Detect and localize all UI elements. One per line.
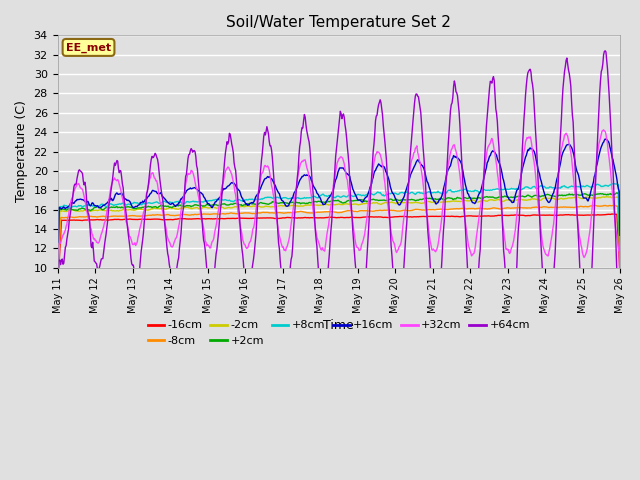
+8cm <box>609 181 616 187</box>
+16cm <box>54 283 61 289</box>
-2cm <box>330 202 338 208</box>
+64cm <box>177 231 185 237</box>
-8cm <box>385 207 392 213</box>
+32cm <box>54 281 61 287</box>
Line: +64cm: +64cm <box>58 51 620 333</box>
+2cm <box>564 192 572 198</box>
+16cm <box>616 232 624 238</box>
-2cm <box>440 199 448 205</box>
Title: Soil/Water Temperature Set 2: Soil/Water Temperature Set 2 <box>227 15 451 30</box>
+8cm <box>440 191 448 196</box>
-8cm <box>330 209 338 215</box>
+32cm <box>564 137 572 143</box>
+32cm <box>616 288 624 294</box>
+32cm <box>202 239 209 244</box>
+8cm <box>385 191 392 197</box>
+64cm <box>616 310 624 316</box>
-16cm <box>177 216 185 221</box>
+8cm <box>564 185 572 191</box>
-8cm <box>440 206 448 212</box>
-2cm <box>385 200 392 205</box>
-2cm <box>603 194 611 200</box>
X-axis label: Time: Time <box>323 319 354 332</box>
+8cm <box>616 254 624 260</box>
+16cm <box>564 142 572 147</box>
Line: +8cm: +8cm <box>58 184 620 271</box>
Line: +32cm: +32cm <box>58 130 620 291</box>
+64cm <box>202 247 209 253</box>
-8cm <box>202 211 209 217</box>
+32cm <box>600 127 607 133</box>
+32cm <box>440 192 448 198</box>
-16cm <box>54 289 61 295</box>
-8cm <box>54 288 61 294</box>
-16cm <box>202 216 209 222</box>
+64cm <box>564 67 572 72</box>
-8cm <box>611 202 618 208</box>
+64cm <box>440 218 448 224</box>
+8cm <box>330 194 338 200</box>
-16cm <box>609 211 617 217</box>
-16cm <box>564 212 572 217</box>
-16cm <box>330 215 338 220</box>
-8cm <box>564 204 572 210</box>
+8cm <box>202 198 209 204</box>
+2cm <box>385 197 392 203</box>
+16cm <box>602 136 609 142</box>
-16cm <box>440 214 448 219</box>
Line: -8cm: -8cm <box>58 205 620 291</box>
Line: -2cm: -2cm <box>58 197 620 288</box>
+16cm <box>330 183 338 189</box>
+32cm <box>330 179 338 184</box>
+2cm <box>440 197 448 203</box>
+64cm <box>385 200 392 205</box>
Line: +16cm: +16cm <box>58 139 620 286</box>
+32cm <box>177 209 185 215</box>
Line: +2cm: +2cm <box>58 193 620 271</box>
+16cm <box>440 183 448 189</box>
-2cm <box>54 285 61 291</box>
-2cm <box>616 250 624 256</box>
-2cm <box>202 204 209 210</box>
-8cm <box>177 212 185 217</box>
Y-axis label: Temperature (C): Temperature (C) <box>15 101 28 203</box>
+16cm <box>202 196 209 202</box>
-16cm <box>385 215 392 220</box>
-2cm <box>177 205 185 211</box>
Line: -16cm: -16cm <box>58 214 620 292</box>
+2cm <box>177 203 185 208</box>
+32cm <box>385 211 392 216</box>
+64cm <box>54 309 61 315</box>
+2cm <box>202 203 209 209</box>
+2cm <box>54 268 61 274</box>
+2cm <box>330 198 338 204</box>
+64cm <box>582 330 589 336</box>
+8cm <box>54 268 61 274</box>
+16cm <box>177 196 185 202</box>
+2cm <box>616 259 624 265</box>
-2cm <box>564 195 572 201</box>
Legend: -16cm, -8cm, -2cm, +2cm, +8cm, +16cm, +32cm, +64cm: -16cm, -8cm, -2cm, +2cm, +8cm, +16cm, +3… <box>143 316 534 350</box>
+16cm <box>385 176 392 182</box>
+2cm <box>613 190 621 196</box>
+64cm <box>330 180 338 185</box>
+8cm <box>177 199 185 205</box>
Text: EE_met: EE_met <box>66 42 111 53</box>
-16cm <box>616 272 624 277</box>
+64cm <box>602 48 609 54</box>
-8cm <box>616 263 624 269</box>
